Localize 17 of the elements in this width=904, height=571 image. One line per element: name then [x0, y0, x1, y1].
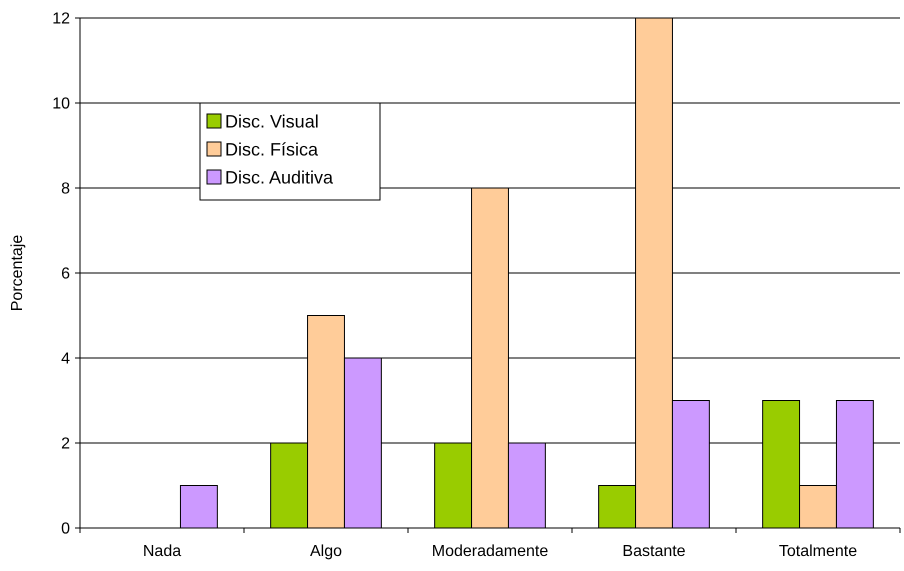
y-tick-label: 4	[61, 350, 70, 368]
y-tick-label: 6	[61, 266, 70, 283]
y-tick-label: 8	[61, 180, 70, 198]
y-tick-label: 10	[52, 96, 70, 113]
y-axis-title: Porcentaje	[9, 234, 26, 312]
x-tick-label: Bastante	[622, 543, 686, 560]
y-tick-label: 12	[52, 10, 70, 28]
x-tick-label: Nada	[142, 543, 182, 560]
x-tick-label: Totalmente	[778, 543, 858, 560]
legend-label: Disc. Auditiva	[225, 167, 334, 188]
legend-label: Disc. Física	[225, 139, 319, 160]
y-tick-label: 0	[61, 520, 70, 538]
bar	[180, 485, 218, 528]
y-tick-label: 2	[61, 436, 70, 453]
x-tick-label: Algo	[310, 543, 342, 560]
legend-label: Disc. Visual	[225, 111, 319, 132]
x-tick-label: Moderadamente	[432, 543, 548, 560]
